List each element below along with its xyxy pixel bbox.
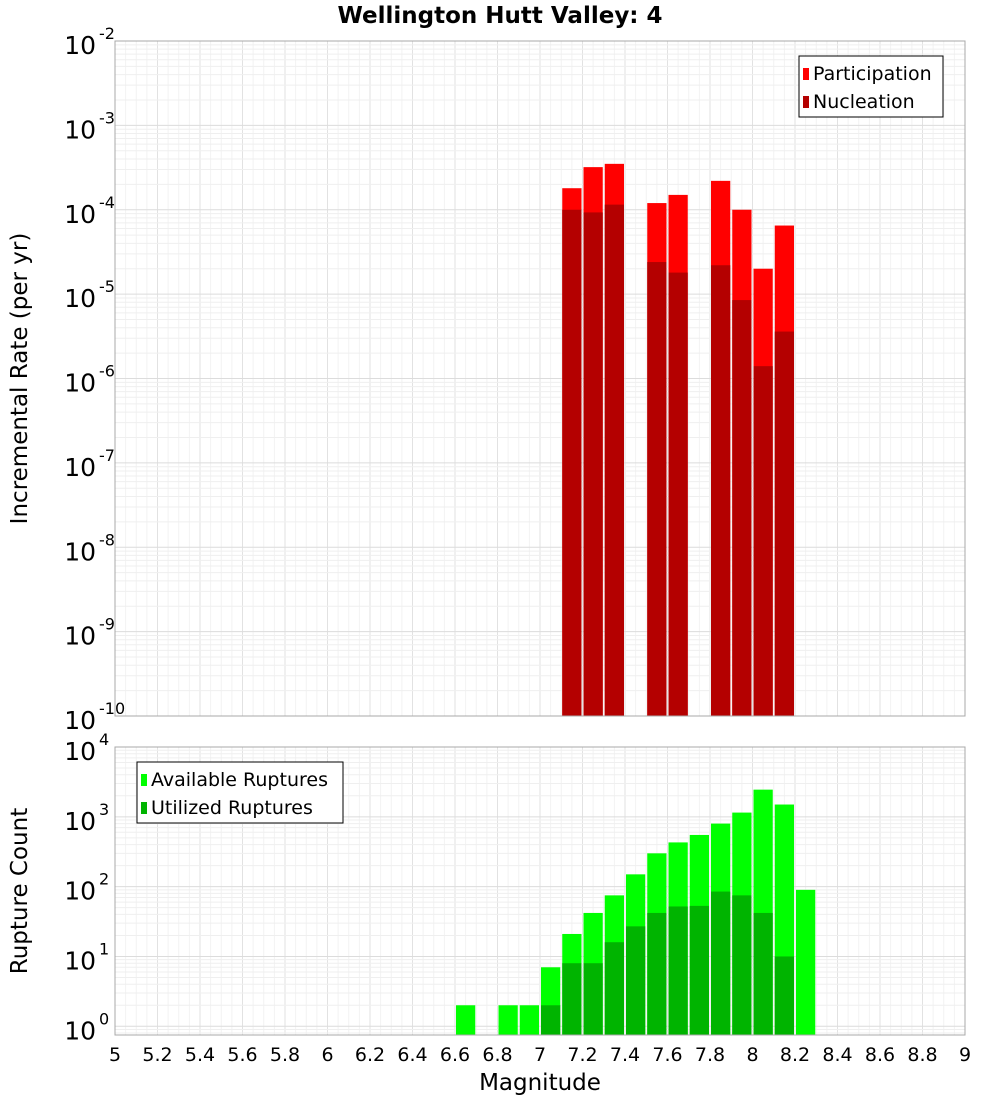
bar-utilized-ruptures (711, 891, 731, 1035)
x-tick-label: 8.8 (907, 1044, 937, 1066)
y-tick-exponent: -4 (99, 193, 115, 212)
x-tick-label: 5 (109, 1044, 121, 1066)
legend: Participation Nucleation (798, 55, 944, 118)
x-tick-label: 9 (959, 1044, 971, 1066)
y-tick-exponent: -2 (99, 24, 115, 43)
x-tick-label: 5.8 (270, 1044, 300, 1066)
chart-title: Wellington Hutt Valley: 4 (337, 3, 662, 29)
x-tick-label: 8.4 (822, 1044, 852, 1066)
bar-available-ruptures (519, 1005, 539, 1035)
y-tick-label: 10 (64, 877, 96, 906)
x-tick-label: 6.4 (397, 1044, 427, 1066)
y-tick-label: 10 (64, 622, 96, 651)
bar-utilized-ruptures (732, 895, 752, 1035)
y-tick-label: 10 (64, 737, 96, 766)
x-tick-label: 8.6 (865, 1044, 895, 1066)
x-tick-label: 6.6 (440, 1044, 470, 1066)
y-tick-label: 10 (64, 946, 96, 975)
legend-swatch (803, 68, 809, 80)
y-tick-exponent: -5 (99, 277, 115, 296)
x-tick-label: 6 (321, 1044, 333, 1066)
bar-utilized-ruptures (668, 906, 688, 1035)
bar-nucleation (583, 212, 603, 717)
legend-label: Participation (813, 63, 932, 85)
y-tick-label: 10 (64, 453, 96, 482)
y-tick-exponent: -3 (99, 108, 115, 127)
bar-utilized-ruptures (541, 1005, 561, 1035)
x-tick-label: 6.8 (482, 1044, 512, 1066)
x-tick-label: 8 (746, 1044, 758, 1066)
y-tick-label: 10 (64, 200, 96, 229)
x-tick-label: 7.4 (610, 1044, 640, 1066)
x-tick-label: 5.6 (227, 1044, 257, 1066)
y-axis-label: Rupture Count (7, 808, 33, 974)
x-tick-label: 5.2 (142, 1044, 172, 1066)
y-tick-label: 10 (64, 706, 96, 735)
plot-frame (114, 746, 966, 1036)
legend-box (798, 55, 944, 118)
bar-utilized-ruptures (647, 912, 667, 1035)
legend-swatch (141, 802, 147, 814)
plot-frame (114, 40, 966, 717)
y-tick-exponent: -10 (99, 699, 125, 718)
y-tick-exponent: 0 (99, 1009, 109, 1028)
legend-label: Available Ruptures (151, 769, 328, 791)
y-tick-label: 10 (64, 807, 96, 836)
x-tick-label: 7.8 (695, 1044, 725, 1066)
x-tick-label: 7.2 (567, 1044, 597, 1066)
bar-utilized-ruptures (583, 963, 603, 1035)
x-tick-label: 7 (534, 1044, 546, 1066)
bar-available-ruptures (796, 889, 816, 1035)
bar-nucleation (732, 300, 752, 716)
y-tick-label: 10 (64, 31, 96, 60)
x-tick-label: 6.2 (355, 1044, 385, 1066)
y-tick-exponent: -7 (99, 446, 115, 465)
legend-label: Nucleation (813, 91, 915, 113)
legend-swatch (803, 96, 809, 108)
y-tick-label: 10 (64, 284, 96, 313)
y-tick-exponent: 1 (99, 939, 109, 958)
bar-utilized-ruptures (562, 963, 582, 1035)
bar-utilized-ruptures (689, 905, 709, 1035)
bar-utilized-ruptures (753, 912, 773, 1035)
legend-label: Utilized Ruptures (151, 797, 313, 819)
y-tick-exponent: 3 (99, 800, 109, 819)
legend: Available Ruptures Utilized Ruptures (136, 761, 344, 824)
bar-nucleation (604, 204, 624, 717)
x-axis-label: Magnitude (479, 1070, 601, 1096)
y-tick-label: 10 (64, 369, 96, 398)
bar-available-ruptures (498, 1005, 518, 1035)
bar-nucleation (668, 272, 688, 716)
bar-available-ruptures (456, 1005, 476, 1035)
x-tick-label: 5.4 (185, 1044, 215, 1066)
x-tick-label: 8.2 (780, 1044, 810, 1066)
bar-nucleation (647, 262, 667, 716)
bar-nucleation (753, 366, 773, 716)
y-tick-exponent: -6 (99, 362, 115, 381)
y-tick-label: 10 (64, 537, 96, 566)
x-tick-label: 7.6 (652, 1044, 682, 1066)
y-tick-exponent: 4 (99, 730, 109, 749)
y-tick-exponent: 2 (99, 870, 109, 889)
bar-utilized-ruptures (626, 926, 646, 1035)
legend-box (136, 761, 344, 824)
bar-utilized-ruptures (774, 956, 794, 1035)
y-tick-label: 10 (64, 1016, 96, 1045)
bar-utilized-ruptures (604, 942, 624, 1035)
y-axis-label: Incremental Rate (per yr) (7, 233, 33, 525)
bar-nucleation (562, 209, 582, 716)
y-tick-label: 10 (64, 115, 96, 144)
bar-nucleation (711, 265, 731, 716)
y-tick-exponent: -9 (99, 615, 115, 634)
legend-swatch (141, 774, 147, 786)
y-tick-exponent: -8 (99, 530, 115, 549)
bar-nucleation (774, 331, 794, 716)
